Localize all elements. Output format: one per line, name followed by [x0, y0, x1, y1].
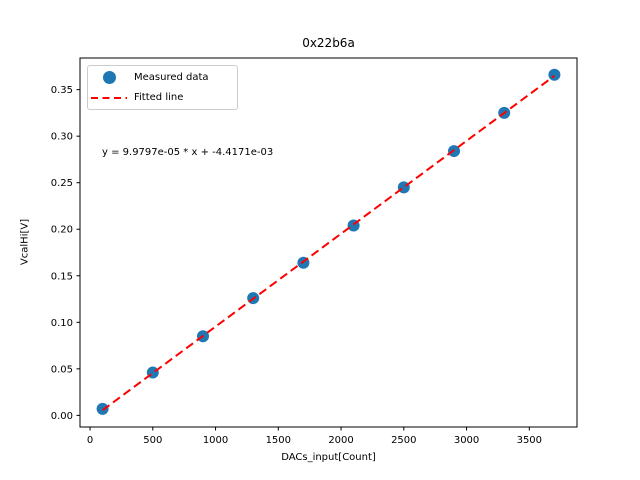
- y-tick-label: 0.05: [51, 364, 73, 375]
- legend-label-measured-data: Measured data: [134, 72, 209, 83]
- data-point: [96, 402, 109, 415]
- x-tick-label: 3000: [454, 435, 479, 446]
- y-tick-label: 0.30: [51, 132, 73, 143]
- y-tick-label: 0.00: [51, 411, 73, 422]
- legend-item-measured-data: Measured data: [88, 68, 237, 87]
- y-tick-label: 0.35: [51, 85, 73, 96]
- fitted-line-marker-icon: [88, 95, 130, 101]
- data-point: [548, 68, 561, 81]
- legend: Measured data Fitted line: [87, 65, 238, 110]
- axes-border: [79, 57, 578, 428]
- y-tick-label: 0.10: [51, 318, 73, 329]
- x-tick-label: 2500: [391, 435, 416, 446]
- legend-label-fitted-line: Fitted line: [134, 92, 184, 103]
- y-tick-label: 0.20: [51, 225, 73, 236]
- x-tick-label: 2000: [328, 435, 353, 446]
- dashed-line-icon: [91, 96, 127, 99]
- fitted-line: [101, 75, 556, 411]
- scatter-dot-icon: [102, 71, 116, 84]
- fit-equation-annotation: y = 9.9797e-05 * x + -4.4171e-03: [102, 147, 274, 158]
- y-axis-label: VcalHi[V]: [19, 218, 31, 266]
- y-tick-label: 0.15: [51, 271, 73, 282]
- x-axis-label: DACs_input[Count]: [281, 452, 376, 463]
- x-tick-label: 500: [143, 435, 162, 446]
- measured-data-marker-icon: [88, 71, 130, 84]
- legend-item-fitted-line: Fitted line: [88, 88, 237, 107]
- chart-title: 0x22b6a: [302, 36, 355, 50]
- x-tick-label: 0: [87, 435, 93, 446]
- y-tick-label: 0.25: [51, 178, 73, 189]
- x-tick-label: 3500: [517, 435, 542, 446]
- x-tick-label: 1500: [266, 435, 291, 446]
- x-tick-label: 1000: [203, 435, 228, 446]
